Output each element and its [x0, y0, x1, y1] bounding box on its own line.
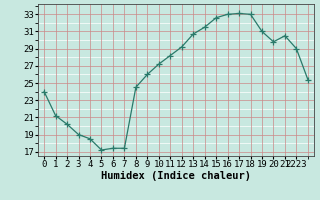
X-axis label: Humidex (Indice chaleur): Humidex (Indice chaleur) — [101, 171, 251, 181]
